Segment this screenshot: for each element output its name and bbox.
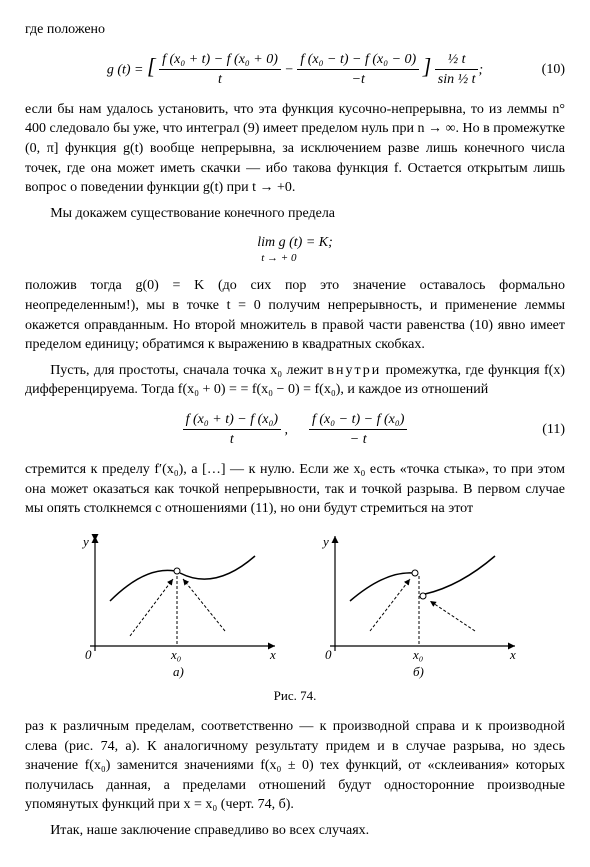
axis-o-b: 0	[325, 647, 332, 662]
eq10-lhs: g (t) =	[107, 62, 144, 77]
eq11-number: (11)	[542, 420, 565, 440]
panel-label-b: б)	[413, 664, 424, 679]
panel-label-a: a)	[173, 664, 184, 679]
axis-x-a: x	[269, 647, 276, 662]
limit-sub: t → + 0	[257, 251, 333, 266]
para-limit-intro: Мы докажем существование конечного преде…	[25, 204, 565, 224]
eq10-frac1-den: t	[159, 70, 281, 90]
figure-74-svg: y x 0 x₀ a) y x 0 x₀ б)	[65, 531, 525, 681]
eq10-frac2-den: −t	[297, 70, 419, 90]
equation-10: g (t) = [ f (x₀ + t) − f (x₀ + 0) t − f …	[25, 50, 565, 90]
figure-caption: Рис. 74.	[25, 687, 565, 705]
eq10-frac1-num: f (x₀ + t) − f (x₀ + 0)	[159, 50, 281, 71]
eq10-frac3-num: ½ t	[435, 50, 479, 71]
x0-label-a: x₀	[170, 647, 181, 662]
x0-label-b: x₀	[412, 647, 423, 662]
para-conclusion: Итак, наше заключение справедливо во все…	[25, 821, 565, 841]
eq10-number: (10)	[542, 60, 565, 80]
axis-x-b: x	[509, 647, 516, 662]
para-inside: Пусть, для простоты, сначала точка x₀ ле…	[25, 361, 565, 400]
eq10-frac2-num: f (x₀ − t) − f (x₀ − 0)	[297, 50, 419, 71]
eq11-frac2-den: − t	[309, 430, 407, 450]
para5-a: Пусть, для простоты, сначала точка x₀ ле…	[50, 363, 327, 378]
eq11-frac1-den: t	[183, 430, 281, 450]
limit-expression: lim g (t) = K; t → + 0	[25, 233, 565, 266]
eq10-frac3-den: sin ½ t	[435, 70, 479, 90]
eq11-frac1-num: f (x₀ + t) − f (x₀)	[183, 410, 281, 431]
axis-y-a: y	[81, 534, 89, 549]
equation-11: f (x₀ + t) − f (x₀) t , f (x₀ − t) − f (…	[25, 410, 565, 450]
para-after-eq10: если бы нам удалось установить, что эта …	[25, 100, 565, 198]
figure-74: y x 0 x₀ a) y x 0 x₀ б) Рис. 74.	[25, 531, 565, 705]
para-intro: где положено	[25, 20, 565, 40]
axis-o-a: 0	[85, 647, 92, 662]
para5-b: внутри	[327, 363, 381, 378]
para-after-eq11: стремится к пределу f′(x₀), а […] — к ну…	[25, 460, 565, 519]
axis-y-b: y	[321, 534, 329, 549]
limit-main: lim g (t) = K;	[257, 233, 333, 253]
para-after-limit: положив тогда g(0) = K (до сих пор это з…	[25, 276, 565, 354]
eq11-frac2-num: f (x₀ − t) − f (x₀)	[309, 410, 407, 431]
para-after-figure: раз к различным пределам, соответственно…	[25, 717, 565, 815]
